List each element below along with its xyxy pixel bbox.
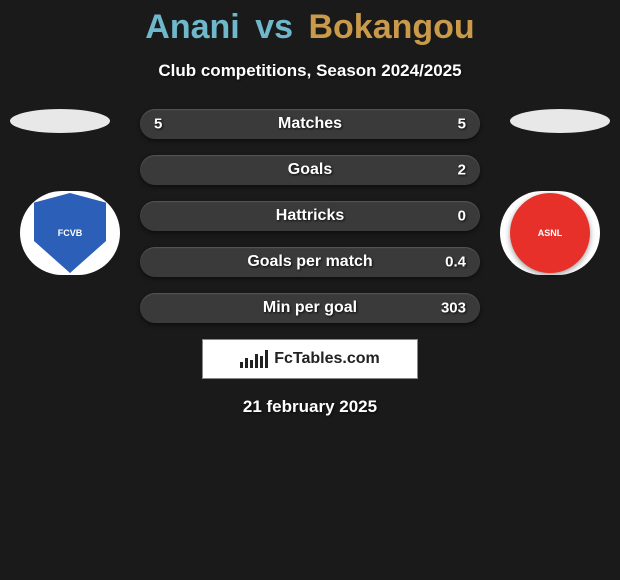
date-text: 21 february 2025 <box>0 397 620 417</box>
stat-row: Goals per match 0.4 <box>140 247 480 277</box>
stat-label: Goals <box>288 161 332 179</box>
stat-row: Min per goal 303 <box>140 293 480 323</box>
brand-bars-icon <box>240 350 268 368</box>
stat-right-value: 0 <box>458 208 466 225</box>
player1-ellipse <box>10 109 110 133</box>
stat-right-value: 0.4 <box>445 254 466 271</box>
player2-ellipse <box>510 109 610 133</box>
stat-row: Goals 2 <box>140 155 480 185</box>
brand-text: FcTables.com <box>274 350 380 368</box>
title-player1: Anani <box>145 8 239 46</box>
club1-shield-icon: FCVB <box>34 193 106 273</box>
club2-badge: ASNL <box>500 191 600 275</box>
stats-table: 5 Matches 5 Goals 2 Hattricks 0 Goals per match… <box>140 109 480 323</box>
club2-abbrev: ASNL <box>538 228 563 238</box>
club1-abbrev: FCVB <box>58 228 83 238</box>
brand-box: FcTables.com <box>202 339 418 379</box>
title-vs: vs <box>255 8 293 46</box>
stat-label: Matches <box>278 115 342 133</box>
club1-badge: FCVB <box>20 191 120 275</box>
stat-label: Goals per match <box>247 253 372 271</box>
page-title: Anani vs Bokangou <box>0 8 620 47</box>
stat-row: Hattricks 0 <box>140 201 480 231</box>
main-area: FCVB ASNL 5 Matches 5 Goals 2 Hattricks 0 Goals… <box>0 109 620 417</box>
stat-row: 5 Matches 5 <box>140 109 480 139</box>
stat-label: Min per goal <box>263 299 357 317</box>
stat-right-value: 303 <box>441 300 466 317</box>
comparison-card: Anani vs Bokangou Club competitions, Sea… <box>0 0 620 417</box>
stat-left-value: 5 <box>154 116 162 133</box>
club2-circle-icon: ASNL <box>510 193 590 273</box>
stat-right-value: 2 <box>458 162 466 179</box>
stat-label: Hattricks <box>276 207 344 225</box>
title-player2: Bokangou <box>308 8 474 46</box>
subtitle: Club competitions, Season 2024/2025 <box>0 61 620 81</box>
stat-right-value: 5 <box>458 116 466 133</box>
